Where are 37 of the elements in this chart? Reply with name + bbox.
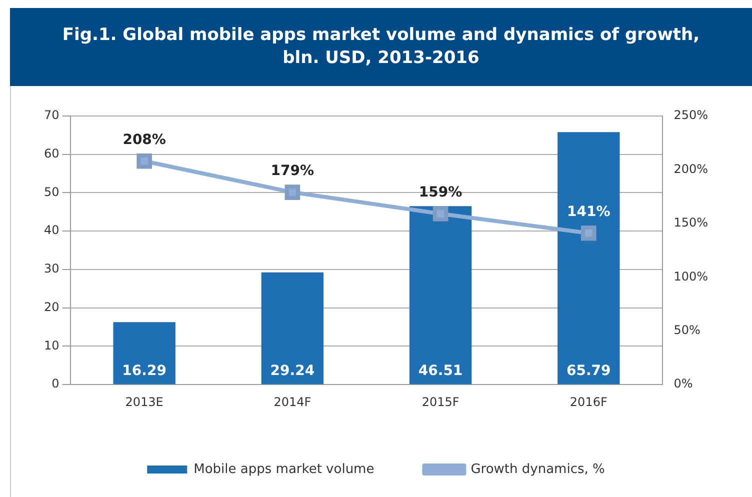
data-label: 159% <box>418 184 462 200</box>
data-label: 208% <box>122 132 166 148</box>
chart-title: Fig.1. Global mobile apps market volume and dynamics of growth, bln. USD, 2013-2016 <box>10 8 752 86</box>
bar <box>113 322 176 384</box>
bar <box>558 132 620 384</box>
x-tick-label: 2015F <box>422 394 460 409</box>
bar <box>409 206 472 384</box>
data-label: 141% <box>567 204 610 220</box>
y-tick-label: 60 <box>44 146 60 160</box>
y-tick-label: 10 <box>44 338 60 352</box>
y2-tick-label: 250% <box>674 108 708 122</box>
y-tick-label: 20 <box>44 300 60 314</box>
y2-tick-label: 100% <box>674 269 708 284</box>
y-tick-label: 0 <box>52 376 60 391</box>
x-tick-label: 2016F <box>570 394 608 409</box>
y-tick-label: 30 <box>44 262 60 276</box>
bar <box>261 272 324 384</box>
data-label: 29.24 <box>270 363 315 380</box>
point <box>432 206 448 222</box>
y2-tick-label: 50% <box>674 323 700 338</box>
legend-label: Mobile apps market volume <box>194 462 374 477</box>
point <box>136 153 152 169</box>
y-tick-label: 50 <box>44 184 60 199</box>
point <box>580 225 596 241</box>
data-label: 46.51 <box>418 363 463 380</box>
y2-tick-label: 200% <box>674 162 708 176</box>
data-label: 16.29 <box>122 363 166 380</box>
x-tick-label: 2013E <box>125 394 164 409</box>
y-tick-label: 70 <box>44 108 60 122</box>
y2-tick-label: 150% <box>674 216 708 230</box>
y-tick-label: 40 <box>44 223 60 238</box>
y2-tick-label: 0% <box>674 376 693 391</box>
data-label: 65.79 <box>566 363 611 380</box>
point <box>284 184 300 200</box>
legend-label: Growth dynamics, % <box>470 462 605 477</box>
data-label: 179% <box>270 162 314 179</box>
x-tick-label: 2014F <box>274 394 312 409</box>
